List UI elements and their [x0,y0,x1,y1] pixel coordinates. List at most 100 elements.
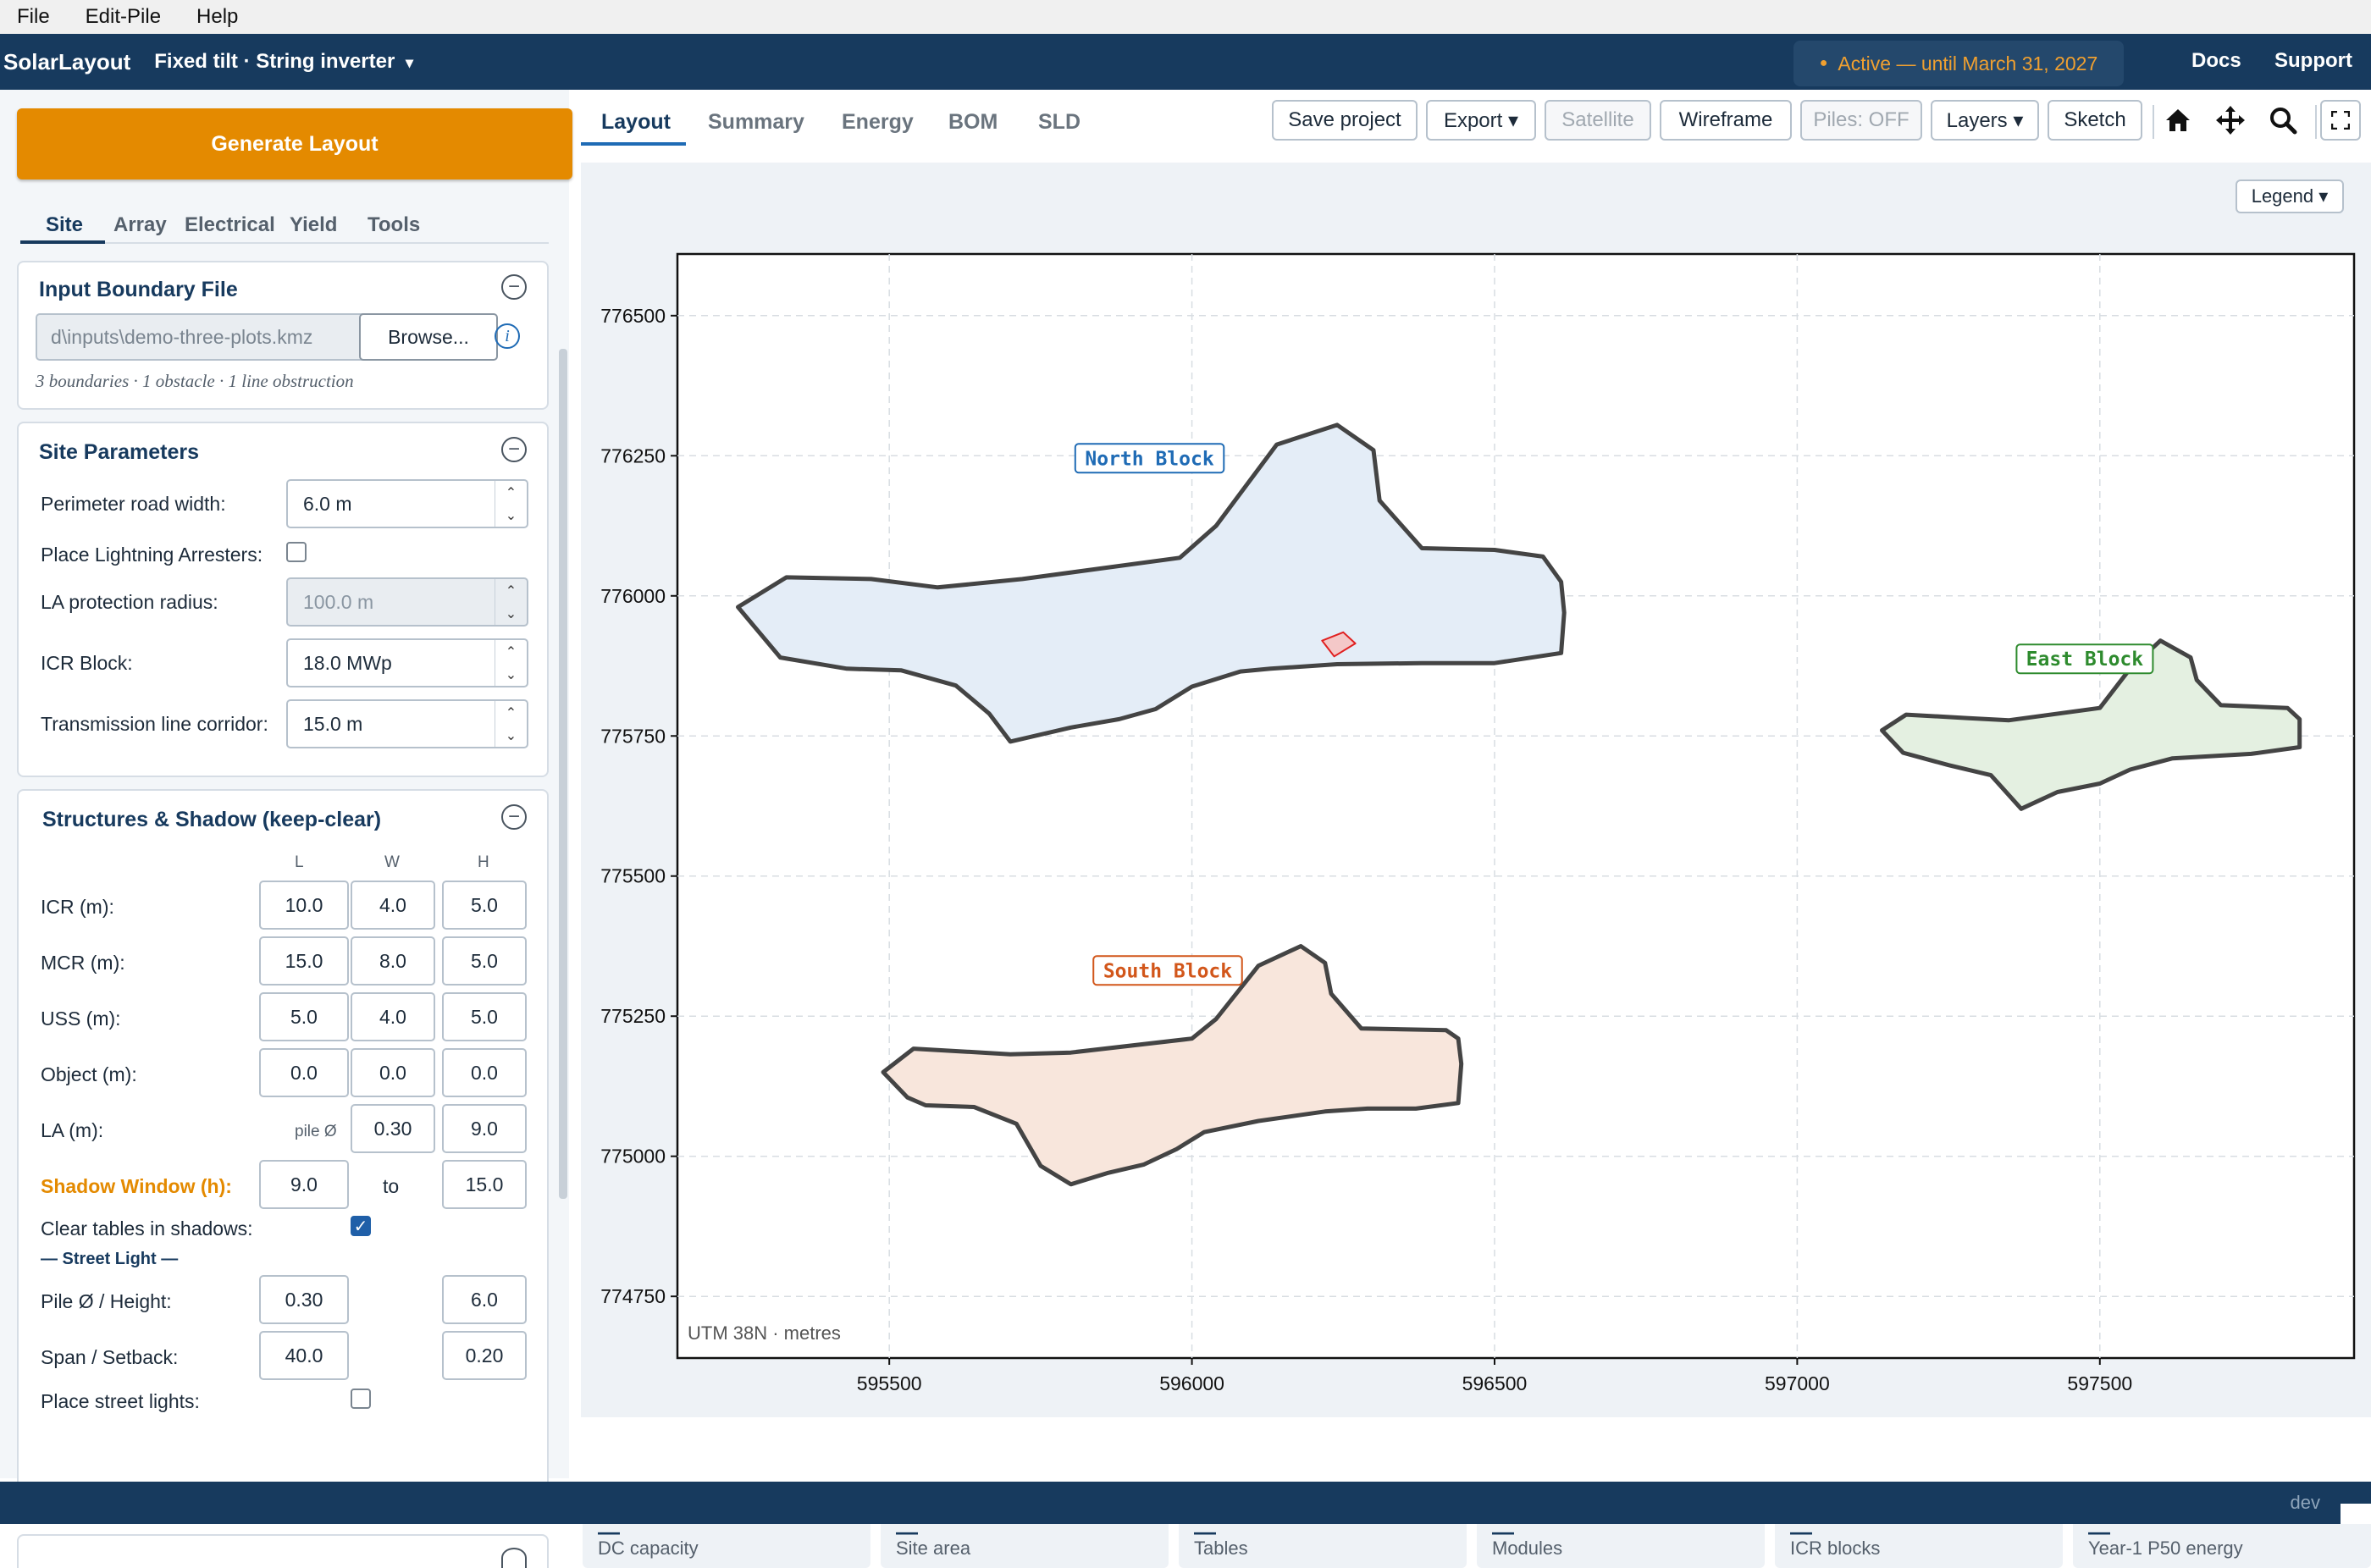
export-button[interactable]: Export ▾ [1426,100,1536,141]
y-tick-label: 775000 [600,1146,666,1168]
object-height-input[interactable]: 0.0 [442,1048,527,1097]
pan-icon[interactable] [2212,102,2249,139]
shadow-to-label: to [383,1175,400,1197]
save-project-button[interactable]: Save project [1272,100,1418,141]
menu-file[interactable]: File [17,5,50,28]
docs-link[interactable]: Docs [2191,49,2241,72]
uss-width-input[interactable]: 4.0 [351,992,435,1041]
x-tick-label: 596000 [1159,1372,1224,1394]
perimeter-road-label: Perimeter road width: [41,493,226,515]
uss-length-input[interactable]: 5.0 [259,992,349,1041]
street-light-pile-input[interactable]: 0.30 [259,1275,349,1324]
tab-bom[interactable]: BOM [948,110,998,134]
info-icon[interactable]: i [495,323,520,349]
status-dot-icon: ● [1819,56,1828,70]
perimeter-road-input[interactable]: 6.0 m ⌃ ⌄ [286,479,528,528]
collapse-icon[interactable] [501,1548,527,1568]
street-light-header: — Street Light — [41,1250,179,1268]
object-width-input[interactable]: 0.0 [351,1048,435,1097]
menu-edit-pile[interactable]: Edit-Pile [85,5,162,28]
icr-block-input[interactable]: 18.0 MWp ⌃ ⌄ [286,638,528,687]
place-street-lights-checkbox[interactable] [351,1389,371,1409]
street-light-span-input[interactable]: 40.0 [259,1331,349,1380]
generate-layout-button[interactable]: Generate Layout [17,108,572,179]
chevron-up-icon[interactable]: ⌃ [505,583,517,599]
tab-sld[interactable]: SLD [1038,110,1080,134]
shadow-from-input[interactable]: 9.0 [259,1160,349,1209]
chevron-up-icon[interactable]: ⌃ [505,485,517,500]
legend-button[interactable]: Legend ▾ [2236,179,2344,213]
field-value: 6.0 m [303,492,352,515]
tab-array[interactable]: Array [113,213,167,236]
tab-yield[interactable]: Yield [290,213,338,236]
uss-height-input[interactable]: 5.0 [442,992,527,1041]
column-header-w: W [384,853,400,871]
sketch-button[interactable]: Sketch [2048,100,2142,141]
menu-help[interactable]: Help [196,5,239,28]
chevron-down-icon[interactable]: ⌄ [505,508,517,523]
chevron-up-icon[interactable]: ⌃ [505,644,517,660]
site-map[interactable]: 595500 596000 596500 597000 597500 774750 7750… [581,163,2371,1417]
tab-tools[interactable]: Tools [368,213,421,236]
boundary-label: South Block [1103,960,1232,982]
home-icon[interactable] [2159,102,2197,139]
tab-energy[interactable]: Energy [842,110,914,134]
fullscreen-icon[interactable] [2320,100,2361,141]
stepper[interactable]: ⌃ ⌄ [495,481,527,527]
piles-toggle-button[interactable]: Piles: OFF [1800,100,1922,141]
zoom-icon[interactable] [2264,102,2302,139]
object-dims-label: Object (m): [41,1063,137,1085]
chevron-down-icon[interactable]: ⌄ [505,728,517,743]
shadow-to-input[interactable]: 15.0 [442,1160,527,1209]
uss-dims-label: USS (m): [41,1008,121,1030]
stat-label: Year-1 P50 energy [2088,1538,2243,1559]
satellite-button[interactable]: Satellite [1545,100,1651,141]
panel-title: Site Parameters [39,440,200,464]
wireframe-button[interactable]: Wireframe [1660,100,1792,141]
icr-height-input[interactable]: 5.0 [442,881,527,930]
sidebar-scrollbar[interactable] [559,349,567,1199]
street-light-height-input[interactable]: 6.0 [442,1275,527,1324]
collapse-icon[interactable]: − [501,274,527,300]
license-badge: ● Active — until March 31, 2027 [1793,41,2124,86]
chevron-down-icon[interactable]: ⌄ [505,606,517,621]
tab-site[interactable]: Site [46,213,84,236]
collapse-icon[interactable]: − [501,437,527,462]
sidebar-tabs: Site Array Electrical Yield Tools [20,205,549,244]
tab-electrical[interactable]: Electrical [185,213,275,236]
mcr-length-input[interactable]: 15.0 [259,936,349,986]
mcr-height-input[interactable]: 5.0 [442,936,527,986]
la-pile-diameter-input[interactable]: 0.30 [351,1104,435,1153]
chevron-down-icon[interactable]: ⌄ [505,667,517,682]
field-value: 100.0 m [303,590,374,613]
layers-button[interactable]: Layers ▾ [1931,100,2039,141]
mcr-width-input[interactable]: 8.0 [351,936,435,986]
environment-label: dev [2290,1492,2320,1513]
place-street-lights-label: Place street lights: [41,1390,200,1412]
pile-height-label: Pile Ø / Height: [41,1290,172,1312]
street-light-setback-input[interactable]: 0.20 [442,1331,527,1380]
chevron-up-icon[interactable]: ⌃ [505,705,517,721]
la-radius-input[interactable]: 100.0 m ⌃ ⌄ [286,577,528,627]
stepper[interactable]: ⌃ ⌄ [495,640,527,686]
tab-layout[interactable]: Layout [601,110,671,134]
stepper[interactable]: ⌃ ⌄ [495,701,527,747]
icr-width-input[interactable]: 4.0 [351,881,435,930]
la-height-input[interactable]: 9.0 [442,1104,527,1153]
browse-button[interactable]: Browse... [359,313,498,361]
clear-tables-checkbox[interactable]: ✓ [351,1216,371,1236]
support-link[interactable]: Support [2274,49,2352,72]
license-text: Active — until March 31, 2027 [1838,52,2098,75]
collapse-icon[interactable]: − [501,804,527,830]
map-canvas[interactable]: 595500 596000 596500 597000 597500 774750 7750… [581,163,2371,1417]
stepper[interactable]: ⌃ ⌄ [495,579,527,625]
icr-length-input[interactable]: 10.0 [259,881,349,930]
tab-summary[interactable]: Summary [708,110,804,134]
transmission-corridor-input[interactable]: 15.0 m ⌃ ⌄ [286,699,528,748]
status-bar: dev [0,1482,2371,1524]
boundary-file-path[interactable]: d\inputs\demo-three-plots.kmz [36,313,368,361]
y-tick-label: 774750 [600,1285,666,1307]
lightning-arresters-checkbox[interactable] [286,542,307,562]
object-length-input[interactable]: 0.0 [259,1048,349,1097]
mode-selector[interactable]: Fixed tilt · String inverter ▾ [154,50,413,74]
